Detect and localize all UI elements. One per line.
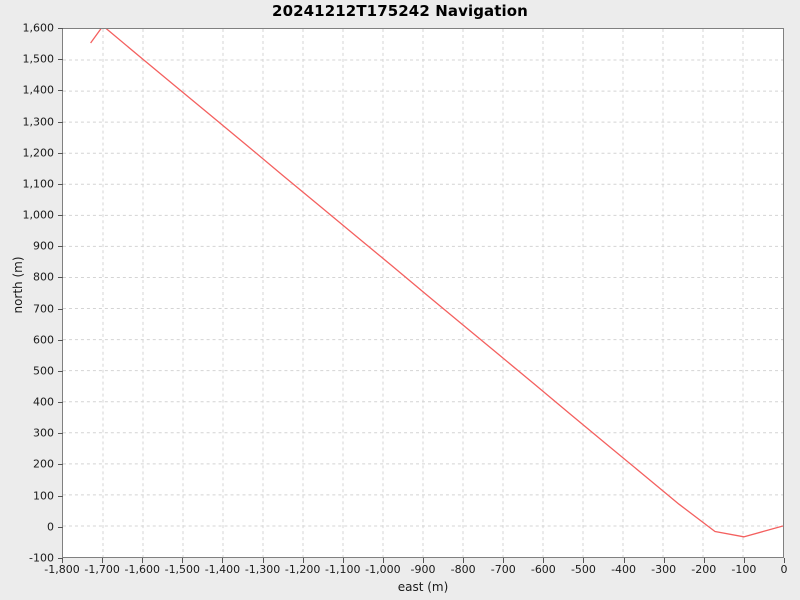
- x-tick-label: -1,700: [84, 563, 120, 576]
- y-tick-mark: [58, 246, 63, 248]
- x-tick-label: -1,200: [284, 563, 321, 576]
- x-tick-label: -1,800: [44, 563, 80, 576]
- y-tick-label: 400: [33, 395, 54, 409]
- y-tick-mark: [58, 339, 63, 341]
- series-navigation-track: [90, 29, 783, 538]
- y-tick-mark: [58, 215, 63, 217]
- y-tick-label: 900: [33, 239, 54, 253]
- y-tick-mark: [58, 152, 63, 154]
- y-tick-label: 1,100: [22, 177, 55, 191]
- y-tick-label: 300: [33, 426, 54, 440]
- x-tick-mark: [62, 558, 63, 563]
- x-tick-label: 0: [780, 563, 788, 576]
- x-tick-label: -100: [731, 563, 757, 576]
- x-axis-tick-marks: [62, 558, 785, 565]
- y-tick-mark: [58, 183, 63, 185]
- y-tick-mark: [58, 59, 63, 61]
- x-tick-label: -1,300: [244, 563, 281, 576]
- x-tick-label: -1,000: [365, 563, 401, 576]
- x-tick-mark: [142, 558, 144, 563]
- y-tick-label: 800: [33, 270, 54, 284]
- y-tick-mark: [58, 277, 63, 279]
- y-axis-label: north (m): [11, 256, 25, 314]
- x-tick-label: -300: [651, 563, 677, 576]
- y-tick-mark: [58, 495, 63, 497]
- x-tick-mark: [663, 558, 665, 563]
- x-tick-mark: [463, 558, 465, 563]
- x-tick-mark: [423, 558, 424, 563]
- x-tick-mark: [703, 558, 705, 563]
- y-tick-label: 1,400: [22, 83, 55, 97]
- x-tick-label: -200: [691, 563, 717, 576]
- x-axis-label: east (m): [397, 580, 449, 594]
- x-tick-mark: [222, 558, 224, 563]
- x-tick-mark: [102, 558, 104, 563]
- x-tick-mark: [182, 558, 184, 563]
- x-tick-label: -600: [530, 563, 556, 576]
- y-tick-label: 500: [33, 364, 54, 378]
- y-tick-label: 1,000: [22, 208, 55, 222]
- y-tick-label: 1,200: [22, 146, 55, 160]
- x-tick-mark: [503, 558, 505, 563]
- x-tick-mark: [262, 558, 264, 563]
- x-tick-mark: [743, 558, 745, 563]
- x-tick-mark: [342, 558, 344, 563]
- y-tick-mark: [58, 370, 63, 372]
- y-tick-label: 1,600: [22, 21, 55, 35]
- x-tick-mark: [302, 558, 304, 563]
- x-tick-mark: [784, 558, 785, 563]
- x-tick-label: -400: [611, 563, 637, 576]
- y-tick-mark: [58, 308, 63, 310]
- y-tick-mark: [58, 433, 63, 435]
- x-tick-label: -1,500: [164, 563, 201, 576]
- y-tick-label: 200: [33, 457, 54, 471]
- x-tick-mark: [382, 558, 384, 563]
- y-tick-mark: [58, 558, 63, 559]
- y-tick-label: 1,500: [22, 52, 55, 66]
- x-axis-tick-labels: -1,800 -1,700 -1,600 -1,500 -1,400 -1,300 -1,2…: [44, 563, 787, 581]
- grid-lines: [63, 29, 783, 557]
- y-tick-mark: [58, 90, 63, 92]
- x-tick-label: -1,600: [124, 563, 160, 576]
- x-tick-label: -800: [450, 563, 476, 576]
- series-line: [90, 29, 783, 538]
- y-tick-mark: [58, 28, 63, 29]
- x-tick-mark: [583, 558, 585, 563]
- plot-area: [62, 28, 784, 558]
- x-tick-label: -700: [490, 563, 516, 576]
- y-tick-mark: [58, 402, 63, 404]
- y-tick-mark: [58, 121, 63, 123]
- page-title: 20241212T175242 Navigation: [272, 2, 528, 20]
- y-tick-label: 100: [33, 489, 54, 503]
- y-axis-tick-labels: -100 0 100 200 300 400 500 600 700 800 900 1,000 1,1…: [0, 22, 55, 565]
- y-tick-mark: [58, 526, 63, 528]
- x-tick-label: -900: [410, 563, 436, 576]
- y-axis-tick-marks: [55, 28, 63, 559]
- x-tick-label: -500: [570, 563, 596, 576]
- y-tick-label: -100: [29, 551, 54, 565]
- y-tick-label: 700: [33, 302, 54, 316]
- y-tick-label: 0: [47, 520, 54, 534]
- y-tick-label: 600: [33, 333, 54, 347]
- x-tick-mark: [623, 558, 625, 563]
- x-tick-label: -1,400: [204, 563, 241, 576]
- y-tick-mark: [58, 464, 63, 466]
- x-tick-label: -1,100: [325, 563, 361, 576]
- y-tick-label: 1,300: [22, 115, 55, 129]
- x-tick-mark: [543, 558, 545, 563]
